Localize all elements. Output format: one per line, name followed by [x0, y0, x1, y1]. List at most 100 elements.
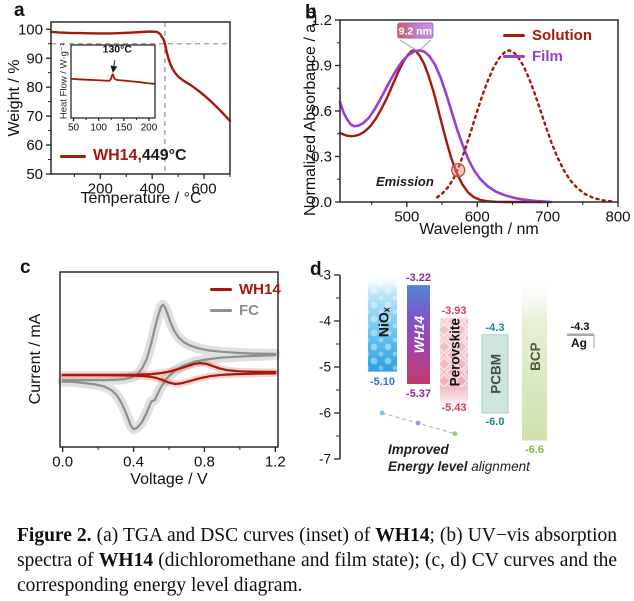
x-axis: 50 100 150 200 [68, 118, 158, 134]
trend-dot [415, 420, 421, 426]
Emission-curve [435, 49, 614, 203]
panel-b-y-axis-title: Normalized Absorbance / a.u. [302, 6, 319, 216]
energy-alignment-note: Improved Energy level alignment [388, 441, 530, 475]
x-tick-label: 100 [90, 123, 107, 134]
panel-c-y-axis-title: Current / mA [27, 313, 44, 405]
panel-a-y-axis-title: Weight / % [6, 59, 23, 137]
energy-y-tick-label: -4 [319, 314, 331, 329]
y-tick-label: 100 [18, 21, 43, 38]
x-tick-label: 200 [88, 180, 113, 197]
FC-band [57, 299, 281, 435]
panel-a-inset-y-axis-title: Heat Flow / W·g⁻¹ [58, 42, 70, 120]
panel-c-canvas: 0.0 0.4 0.8 1.2 [52, 271, 286, 470]
energy-value-bottom: -6.6 [525, 444, 544, 456]
dsc-annotation-text: 130°C [103, 43, 133, 55]
panel-b: 500 600 700 800 0.0 0.3 0.6 0.9 1.2 9.2 nm b Norm… [300, 0, 634, 245]
x-tick-label: 50 [68, 123, 80, 134]
caption-run: (dichloromethane and film state); (c, d)… [17, 549, 617, 596]
panel-b-legend: Solution Film [503, 25, 592, 67]
legend-line-swatch [503, 55, 525, 58]
note-line-2-bold: Energy level [388, 459, 468, 474]
caption-run: WH14 [375, 525, 430, 546]
y-tick-label: 80 [26, 79, 43, 96]
energy-bar-niox: NiOx -5.10 [368, 272, 397, 388]
legend-item-wh14: WH14 [210, 279, 281, 300]
alignment-trend [379, 410, 458, 437]
x-tick-label: 800 [605, 208, 630, 225]
legend-item-fc: FC [210, 300, 281, 321]
peak-shift-badge [397, 22, 434, 39]
y-axis: 0.0 0.3 0.6 0.9 1.2 [311, 12, 340, 211]
legend-label-fc: FC [239, 302, 259, 319]
legend-item-film: Film [503, 46, 592, 67]
x-tick-label: 0.4 [123, 453, 144, 470]
legend-line-swatch [210, 288, 232, 291]
energy-value-top: -3.22 [406, 272, 431, 284]
energy-value-top: -3.93 [441, 305, 466, 317]
panel-d: NiOx -5.10 WH14 -3.22 -5.37 Perovskite -3.93 -5… [300, 245, 634, 495]
emission-crossing-marker [451, 162, 466, 178]
energy-bar-label-pcbm: PCBM [489, 354, 504, 394]
legend-item-solution: Solution [503, 25, 592, 46]
y-tick-label: 70 [26, 108, 43, 125]
panel-c: 0.0 0.4 0.8 1.2 c Current / mA Voltage / V … [0, 245, 300, 495]
energy-bar-pcbm: PCBM -4.3 -6.0 [481, 322, 509, 428]
note-line-1: Improved [388, 442, 449, 457]
energy-value-bottom: -5.37 [406, 388, 431, 400]
trend-dot [379, 410, 385, 416]
energy-bar-label-perovskite: Perovskite [448, 318, 463, 387]
dsc-annotation-arrow [110, 60, 118, 73]
peak-shift-badge-label: 9.2 nm [399, 25, 432, 37]
panel-d-canvas: NiOx -5.10 WH14 -3.22 -5.37 Perovskite-3.93 -5… [319, 268, 595, 467]
y-tick-label: 90 [26, 50, 43, 67]
panel-c-legend: WH14 FC [210, 279, 281, 321]
panel-b-canvas: 500 600 700 800 0.0 0.3 0.6 0.9 1.2 9.2 nm [311, 12, 631, 225]
legend-label-solution: Solution [532, 27, 592, 44]
caption-run: WH14 [98, 549, 154, 571]
Film-curve [338, 49, 553, 204]
energy-value-bottom: -5.10 [370, 376, 395, 388]
energy-bar-label-bcp: BCP [528, 342, 543, 371]
x-tick-label: 1.2 [265, 453, 286, 470]
plot-frame [50, 21, 231, 175]
FC-curve [61, 303, 277, 431]
y-tick-label: 0.9 [311, 58, 332, 75]
energy-y-tick-label: -7 [319, 452, 331, 467]
peak-shift-bracket [399, 39, 432, 50]
WH14-curve [61, 362, 277, 386]
x-tick-label: 600 [192, 180, 217, 197]
y-axis: 50 60 70 80 90 100 [18, 21, 51, 183]
energy-bar-wh14: WH14 -3.22 -5.37 [406, 272, 431, 400]
inset-background [71, 45, 155, 118]
caption-run: ; (b) UV−vis absorption spectra of [17, 525, 617, 571]
panel-a-legend: WH14, 449°C [60, 147, 187, 165]
y-tick-label: 1.2 [311, 12, 332, 29]
electrode-ag: -4.3 Ag [567, 321, 595, 350]
energy-value-top: -4.3 [486, 322, 505, 334]
x-axis: 500 600 700 800 [371, 202, 631, 225]
x-tick-label: 0.0 [52, 453, 73, 470]
electrode-ag-label: Ag [571, 336, 587, 350]
legend-line-swatch [210, 309, 232, 312]
emission-annotation: Emission [376, 174, 434, 189]
energy-value-bottom: -5.43 [441, 402, 466, 414]
panel-b-x-axis-title: Wavelength / nm [419, 221, 539, 238]
x-tick-label: 500 [394, 208, 419, 225]
legend-line-swatch [60, 154, 86, 158]
caption-run: (a) TGA and DSC curves (inset) of [91, 525, 376, 546]
legend-label-wh14: WH14 [239, 281, 281, 298]
panel-b-letter: b [305, 2, 317, 23]
legend-label-film: Film [532, 48, 563, 65]
panel-d-letter: d [310, 259, 322, 280]
caption-run: Figure 2. [17, 525, 92, 546]
y-tick-label: 60 [26, 137, 43, 154]
panel-a: 200 400 600 50 60 70 80 90 100 50 100 150 200 130°C a… [0, 0, 300, 245]
electrode-ag-value: -4.3 [571, 321, 590, 333]
energy-bar-label-niox: NiOx [376, 307, 392, 337]
WH14-TGA-curve [49, 30, 232, 123]
y-tick-label: 0.0 [311, 194, 332, 211]
x-tick-label: 400 [140, 180, 165, 197]
note-line-2-rest: alignment [467, 459, 530, 474]
x-tick-label: 200 [141, 123, 158, 134]
